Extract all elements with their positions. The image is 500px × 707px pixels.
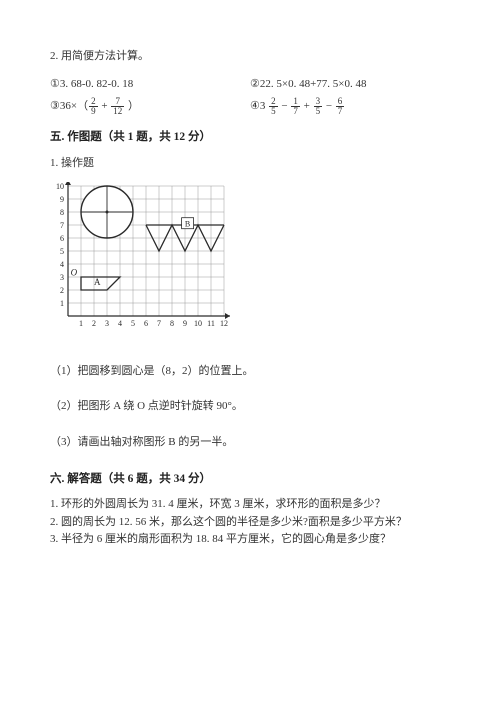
section-5-heading: 五. 作图题（共 1 题，共 12 分）	[50, 128, 450, 146]
op-step-1: （1）把圆移到圆心是（8，2）的位置上。	[50, 363, 450, 381]
svg-text:O: O	[71, 268, 78, 278]
svg-text:6: 6	[60, 234, 64, 243]
operation-figure: 12345678910111212345678910AOB	[50, 182, 450, 349]
calc-row-2: ③36×（29 + 712 ） ④3 25 − 17 + 35 − 67	[50, 97, 450, 116]
svg-text:7: 7	[157, 319, 161, 328]
svg-text:B: B	[185, 220, 190, 229]
svg-text:5: 5	[131, 319, 135, 328]
svg-text:6: 6	[144, 319, 148, 328]
svg-text:3: 3	[105, 319, 109, 328]
item-1: ①3. 68-0. 82-0. 18	[50, 76, 250, 94]
sec6-q1: 1. 环形的外圆周长为 31. 4 厘米，环宽 3 厘米，求环形的面积是多少？	[50, 496, 450, 514]
sec6-q2: 2. 圆的周长为 12. 56 米，那么这个圆的半径是多少米?面积是多少平方米？	[50, 514, 450, 532]
sec6-q3: 3. 半径为 6 厘米的扇形面积为 18. 84 平方厘米，它的圆心角是多少度？	[50, 531, 450, 549]
svg-text:2: 2	[60, 286, 64, 295]
svg-text:9: 9	[183, 319, 187, 328]
svg-text:8: 8	[170, 319, 174, 328]
svg-text:5: 5	[60, 247, 64, 256]
svg-text:8: 8	[60, 208, 64, 217]
svg-text:1: 1	[79, 319, 83, 328]
svg-text:10: 10	[194, 319, 202, 328]
svg-text:4: 4	[118, 319, 122, 328]
op-step-2: （2）把图形 A 绕 O 点逆时针旋转 90°。	[50, 398, 450, 416]
svg-text:A: A	[94, 277, 101, 287]
svg-text:9: 9	[60, 195, 64, 204]
item-4: ④3 25 − 17 + 35 − 67	[250, 97, 450, 116]
svg-text:10: 10	[56, 182, 64, 191]
item-2: ②22. 5×0. 48+77. 5×0. 48	[250, 76, 450, 94]
calc-row-1: ①3. 68-0. 82-0. 18 ②22. 5×0. 48+77. 5×0.…	[50, 76, 450, 94]
svg-text:1: 1	[60, 299, 64, 308]
svg-text:4: 4	[60, 260, 64, 269]
q2-title: 2. 用简便方法计算。	[50, 48, 450, 66]
svg-text:7: 7	[60, 221, 64, 230]
section-6-heading: 六. 解答题（共 6 题，共 34 分）	[50, 470, 450, 488]
item-3: ③36×（29 + 712 ）	[50, 97, 250, 116]
svg-text:3: 3	[60, 273, 64, 282]
op-step-3: （3）请画出轴对称图形 B 的另一半。	[50, 434, 450, 452]
section-5-sub: 1. 操作题	[50, 155, 450, 173]
svg-text:11: 11	[207, 319, 215, 328]
svg-text:2: 2	[92, 319, 96, 328]
svg-text:12: 12	[220, 319, 228, 328]
